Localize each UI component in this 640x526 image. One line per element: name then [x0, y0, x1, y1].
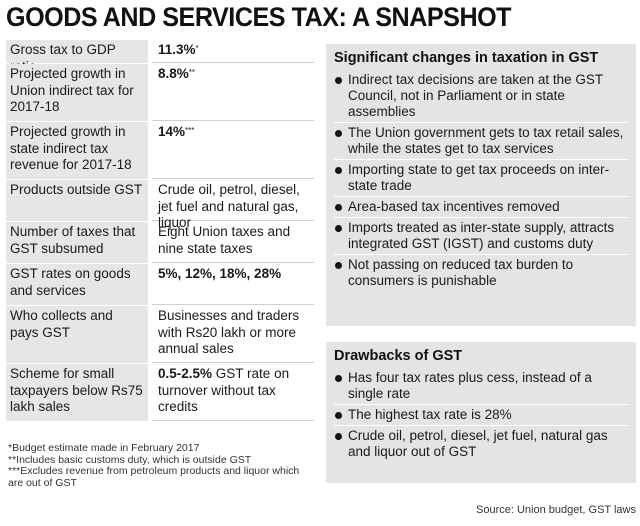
drawbacks-panel: Drawbacks of GST Has four tax rates plus… — [326, 342, 636, 483]
row-value-bold: 0.5-2.5% — [158, 366, 213, 381]
row-label: Projected growth in Union indirect tax f… — [6, 64, 148, 121]
drawbacks-title: Drawbacks of GST — [334, 348, 463, 364]
bullet-item: Area-based tax incentives removed — [334, 197, 628, 218]
table-row: Gross tax to GDP ratio11.3%* — [6, 40, 314, 74]
bullet-text: Indirect tax decisions are taken at the … — [348, 72, 603, 119]
bullet-text: The highest tax rate is 28% — [348, 407, 512, 422]
bullet-dot-icon — [335, 130, 342, 137]
footnote: ***Excludes revenue from petroleum produ… — [8, 465, 300, 489]
bullet-dot-icon — [335, 262, 342, 269]
bullet-text: Area-based tax incentives removed — [348, 199, 560, 214]
bullet-item: Crude oil, petrol, diesel, jet fuel, nat… — [334, 426, 628, 462]
row-value-text: Eight Union taxes and nine state taxes — [158, 224, 291, 256]
row-value: Crude oil, petrol, diesel, jet fuel and … — [152, 180, 314, 230]
row-value: Eight Union taxes and nine state taxes — [152, 222, 314, 263]
table-row: GST rates on goods and services 5%, 12%, … — [6, 264, 314, 306]
row-label: Who collects and pays GST — [6, 306, 148, 363]
bullet-text: Crude oil, petrol, diesel, jet fuel, nat… — [348, 428, 608, 459]
row-label: Gross tax to GDP ratio — [6, 40, 148, 74]
bullet-item: Indirect tax decisions are taken at the … — [334, 70, 628, 123]
footnotes: *Budget estimate made in February 2017 *… — [8, 442, 313, 489]
page-title: GOODS AND SERVICES TAX: A SNAPSHOT — [6, 2, 512, 32]
bullet-text: Importing state to get tax proceeds on i… — [348, 162, 610, 193]
row-value-footnote-mark: * — [195, 44, 199, 53]
changes-title: Significant changes in taxation in GST — [334, 50, 599, 66]
bullet-item: The highest tax rate is 28% — [334, 405, 628, 426]
table-row: Projected growth in Union indirect tax f… — [6, 64, 314, 122]
row-value-bold: 5%, 12%, 18%, 28% — [158, 266, 282, 281]
row-label: GST rates on goods and services — [6, 264, 148, 305]
bullet-dot-icon — [335, 433, 342, 440]
row-value-bold: 14% — [158, 124, 186, 139]
changes-list: Indirect tax decisions are taken at the … — [334, 70, 628, 291]
row-value-text: GST rate on turnover without tax credits — [158, 366, 290, 414]
bullet-text: Not passing on reduced tax burden to con… — [348, 257, 574, 288]
footnote: **Includes basic customs duty, which is … — [8, 453, 252, 466]
row-value-footnote-mark: ** — [188, 68, 196, 77]
row-value-bold: 11.3% — [158, 42, 196, 57]
bullet-dot-icon — [335, 412, 342, 419]
row-value-footnote-mark: *** — [185, 126, 195, 135]
row-value-text: Businesses and traders with Rs20 lakh or… — [158, 308, 300, 356]
table-row: Number of taxes that GST subsumed Eight U… — [6, 222, 314, 264]
snapshot-table: Gross tax to GDP ratio11.3%*Projected gr… — [6, 40, 314, 422]
row-label: Scheme for small taxpayers below Rs75 la… — [6, 364, 148, 421]
row-label: Products outside GST — [6, 180, 148, 221]
row-value: Businesses and traders with Rs20 lakh or… — [152, 306, 314, 363]
row-value: 5%, 12%, 18%, 28% — [152, 264, 314, 305]
row-value: 8.8%** — [152, 64, 314, 121]
bullet-dot-icon — [335, 167, 342, 174]
table-row: Who collects and pays GST Businesses and … — [6, 306, 314, 364]
row-value-text: Crude oil, petrol, diesel, jet fuel and … — [158, 182, 300, 230]
row-value: 11.3%* — [152, 40, 314, 63]
row-label: Number of taxes that GST subsumed — [6, 222, 148, 263]
bullet-item: Has four tax rates plus cess, instead of… — [334, 368, 628, 405]
row-label: Projected growth in state indirect tax r… — [6, 122, 148, 179]
footnote: *Budget estimate made in February 2017 — [8, 442, 200, 454]
row-value: 0.5-2.5% GST rate on turnover without ta… — [152, 364, 314, 421]
bullet-dot-icon — [335, 225, 342, 232]
drawbacks-list: Has four tax rates plus cess, instead of… — [334, 368, 628, 462]
source-note: Source: Union budget, GST laws — [476, 504, 636, 516]
changes-panel: Significant changes in taxation in GST I… — [326, 44, 636, 326]
bullet-text: Imports treated as inter-state supply, a… — [348, 220, 615, 251]
bullet-text: The Union government gets to tax retail … — [348, 125, 624, 156]
bullet-text: Has four tax rates plus cess, instead of… — [348, 370, 592, 401]
bullet-item: Imports treated as inter-state supply, a… — [334, 218, 628, 255]
bullet-dot-icon — [335, 375, 342, 382]
bullet-dot-icon — [335, 204, 342, 211]
table-row: Scheme for small taxpayers below Rs75 la… — [6, 364, 314, 422]
table-row: Projected growth in state indirect tax r… — [6, 122, 314, 180]
row-value-bold: 8.8% — [158, 66, 189, 81]
bullet-item: Not passing on reduced tax burden to con… — [334, 255, 628, 291]
table-row: Products outside GST Crude oil, petrol, d… — [6, 180, 314, 230]
bullet-dot-icon — [335, 77, 342, 84]
row-value: 14%*** — [152, 122, 314, 179]
bullet-item: Importing state to get tax proceeds on i… — [334, 160, 628, 197]
bullet-item: The Union government gets to tax retail … — [334, 123, 628, 160]
